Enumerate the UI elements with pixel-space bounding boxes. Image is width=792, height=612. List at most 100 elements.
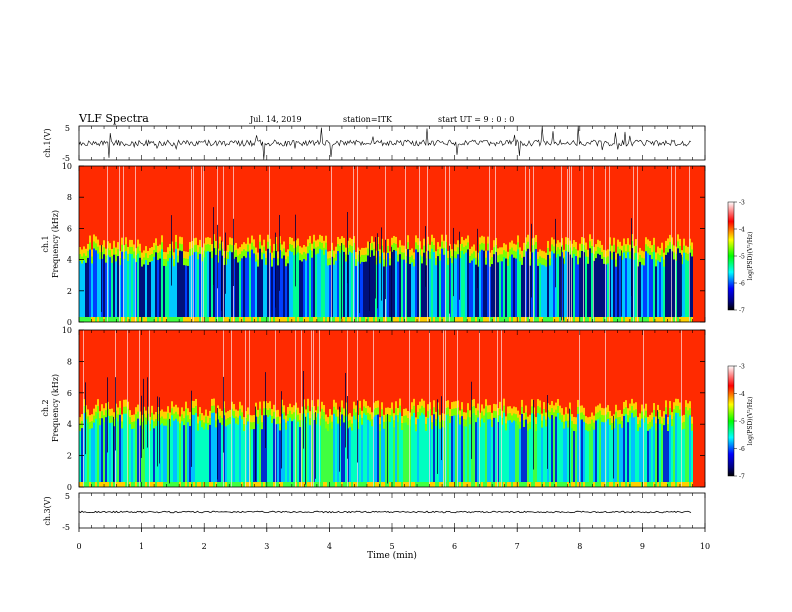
spectro-band: [257, 416, 259, 425]
spectro-band: [115, 254, 117, 263]
spectro-low: [379, 263, 381, 318]
spectro-band: [205, 237, 207, 250]
spectro-low: [161, 423, 163, 483]
spectro-band: [483, 415, 485, 424]
spectro-low: [399, 412, 401, 483]
spectro-band: [607, 412, 609, 421]
spectro-floor: [581, 482, 583, 487]
spectro-band: [361, 254, 363, 263]
spectro-band: [145, 410, 147, 423]
spectro-low: [277, 265, 279, 318]
spectro-band: [419, 401, 421, 414]
spectro-band: [571, 421, 573, 430]
spectro-floor: [287, 482, 289, 487]
spectro-floor: [115, 317, 117, 322]
spectro-low: [85, 262, 87, 318]
spectro-band: [323, 247, 325, 256]
spectro-low: [635, 416, 637, 483]
spectro-band: [635, 402, 637, 415]
spectro-low: [579, 257, 581, 318]
spectro-band: [643, 258, 645, 267]
spectro-low: [169, 257, 171, 318]
spectro-floor: [221, 317, 223, 322]
spectro-low: [683, 252, 685, 318]
sferic-line: [561, 166, 562, 322]
spectro-band: [145, 417, 147, 426]
spectro-floor: [473, 482, 475, 487]
spectro-band: [591, 245, 593, 254]
spectro-floor: [517, 317, 519, 322]
spectro-floor: [683, 482, 685, 487]
spectro-band: [355, 412, 357, 421]
colorbar-tick-label: -3: [739, 200, 745, 207]
spectro-low: [241, 258, 243, 318]
spectro-low: [529, 428, 531, 483]
spectro-band: [307, 239, 309, 252]
spectro-band: [259, 401, 261, 414]
spectro-low: [133, 428, 135, 483]
sferic-line: [443, 330, 444, 487]
spectro-floor: [437, 482, 439, 487]
spectro-band: [151, 247, 153, 260]
spectro-band: [653, 237, 655, 250]
spectro-floor: [79, 317, 81, 322]
spectro-band: [623, 401, 625, 414]
spectro-floor: [81, 482, 83, 487]
spectro-floor: [607, 317, 609, 322]
spectro-band: [167, 413, 169, 422]
spectro-low: [347, 254, 349, 318]
spectro-band: [557, 247, 559, 256]
spectro-band: [235, 409, 237, 422]
spectro-band: [579, 250, 581, 259]
spectro-band: [317, 239, 319, 252]
spectro-band: [403, 415, 405, 424]
spectro-floor: [373, 317, 375, 322]
spectro-band: [257, 252, 259, 265]
spectro-low: [413, 412, 415, 483]
spectro-floor: [551, 317, 553, 322]
spectro-band: [671, 419, 673, 428]
spectro-low: [99, 425, 101, 483]
spectro-floor: [269, 482, 271, 487]
spectro-band: [493, 410, 495, 419]
spectro-floor: [561, 482, 563, 487]
spectro-band: [277, 416, 279, 425]
spectro-floor: [435, 482, 437, 487]
spectro-low: [331, 428, 333, 483]
spectro-band: [665, 407, 667, 416]
spectro-band: [405, 415, 407, 424]
spectro-floor: [431, 317, 433, 322]
spectro-band: [689, 401, 691, 414]
spectro-band: [515, 414, 517, 423]
spectro-low: [143, 420, 145, 483]
spectro-band: [575, 417, 577, 430]
spectro-band: [117, 242, 119, 255]
spectro-floor: [521, 482, 523, 487]
sferic-dark: [453, 227, 454, 297]
spectro-low: [423, 414, 425, 483]
spectro-band: [305, 253, 307, 262]
sferic-line: [643, 330, 644, 487]
spectro-floor: [463, 317, 465, 322]
colorbar-tick-label: -4: [739, 227, 745, 234]
spectro-band: [325, 421, 327, 430]
spectro-floor: [379, 482, 381, 487]
spectro-floor: [369, 482, 371, 487]
spectro-band: [545, 412, 547, 425]
spectro-floor: [349, 482, 351, 487]
spectro-low: [409, 263, 411, 318]
spectro-floor: [549, 482, 551, 487]
spectro-band: [611, 245, 613, 258]
spectro-floor: [647, 482, 649, 487]
spectro-band: [189, 249, 191, 258]
spectro-band: [467, 410, 469, 419]
spectro-band: [443, 247, 445, 256]
spectro-low: [271, 423, 273, 483]
spectro-floor: [475, 317, 477, 322]
spectro-floor: [577, 317, 579, 322]
spectro-floor: [377, 317, 379, 322]
spectro-floor: [165, 317, 167, 322]
spectro-low: [323, 254, 325, 318]
spectro-floor: [159, 317, 161, 322]
